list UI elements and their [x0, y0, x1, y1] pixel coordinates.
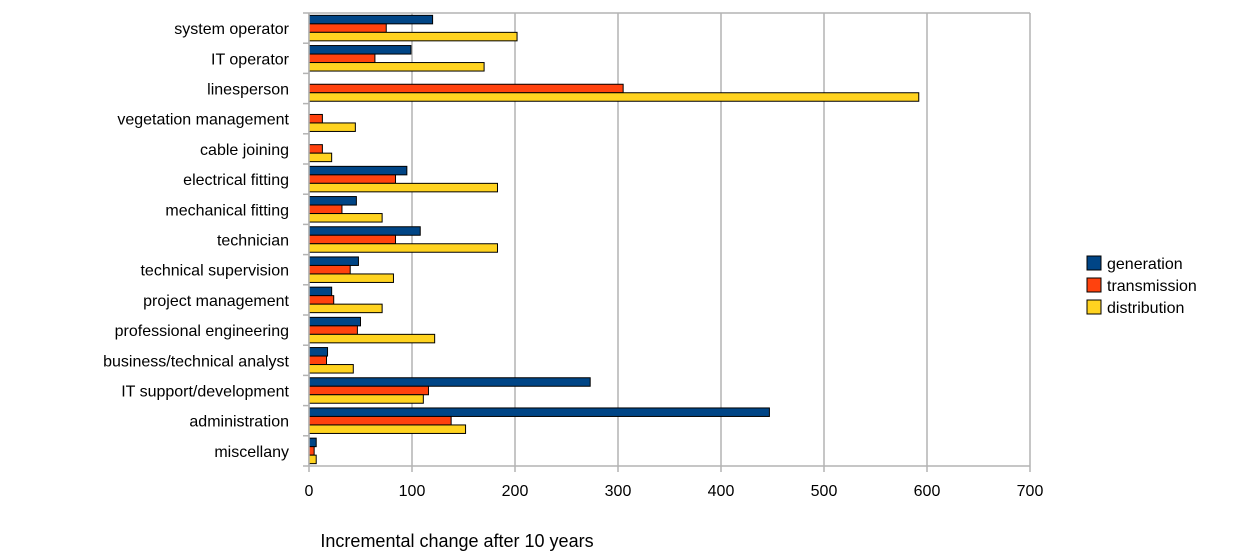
bar-distribution-system-operator: [308, 31, 518, 42]
legend-label-transmission: transmission: [1107, 278, 1197, 295]
bar-distribution-professional-engineering: [308, 333, 436, 344]
x-tick-label: 0: [305, 483, 314, 500]
bar-generation-miscellany: [308, 437, 317, 448]
bar-transmission-linesperson: [308, 83, 624, 94]
x-tick-label: 200: [502, 483, 529, 500]
bar-generation-administration: [308, 407, 770, 417]
bar-distribution-technician: [308, 243, 498, 253]
bar-generation-mechanical-fitting: [308, 196, 357, 206]
bar-transmission-vegetation-management: [308, 113, 323, 124]
category-label-electrical-fitting: electrical fitting: [183, 172, 289, 189]
bar-distribution-mechanical-fitting: [308, 213, 383, 223]
bar-transmission-electrical-fitting: [308, 174, 397, 184]
bar-transmission-project-management: [308, 295, 335, 305]
category-label-it-support-development: IT support/development: [121, 384, 289, 401]
bar-generation-system-operator: [308, 14, 434, 25]
bar-distribution-business-technical-analyst: [308, 364, 354, 374]
bar-generation-project-management: [308, 286, 333, 297]
bar-distribution-it-operator: [308, 62, 485, 72]
bar-transmission-technical-supervision: [308, 264, 351, 275]
x-tick-label: 700: [1017, 483, 1044, 500]
bar-distribution-linesperson: [308, 92, 920, 102]
bar-transmission-professional-engineering: [308, 325, 358, 335]
category-label-technician: technician: [217, 233, 289, 250]
bar-distribution-technical-supervision: [308, 273, 394, 283]
bar-transmission-business-technical-analyst: [308, 355, 328, 366]
bar-transmission-mechanical-fitting: [308, 204, 343, 215]
category-label-administration: administration: [189, 414, 289, 431]
bar-distribution-cable-joining: [308, 152, 333, 163]
axis-layer: 0 100 200 300 400 500 600 700: [303, 12, 1044, 500]
legend: generation transmission distribution: [1086, 255, 1197, 317]
legend-swatch-generation: [1086, 255, 1102, 271]
bar-distribution-it-support-development: [308, 394, 424, 404]
bar-transmission-miscellany: [308, 446, 315, 456]
category-label-cable-joining: cable joining: [200, 142, 289, 159]
x-axis-title: Incremental change after 10 years: [320, 531, 593, 551]
x-tick-label: 100: [399, 483, 426, 500]
category-label-project-management: project management: [143, 293, 289, 310]
bar-distribution-miscellany: [308, 454, 317, 465]
bar-generation-business-technical-analyst: [308, 347, 329, 357]
bar-generation-professional-engineering: [308, 316, 361, 327]
category-label-system-operator: system operator: [174, 21, 289, 38]
category-label-technical-supervision: technical supervision: [140, 263, 289, 280]
bar-generation-it-support-development: [308, 377, 591, 387]
bars-layer: [308, 14, 920, 465]
category-label-miscellany: miscellany: [214, 444, 289, 461]
bar-generation-technical-supervision: [308, 256, 359, 266]
bar-generation-electrical-fitting: [308, 165, 408, 176]
bar-transmission-system-operator: [308, 23, 387, 33]
bar-transmission-administration: [308, 415, 452, 426]
category-label-business-technical-analyst: business/technical analyst: [103, 353, 289, 370]
category-label-vegetation-management: vegetation management: [117, 112, 289, 129]
legend-swatch-transmission: [1086, 277, 1102, 293]
bar-distribution-vegetation-management: [308, 122, 356, 132]
bar-transmission-cable-joining: [308, 144, 323, 154]
category-label-linesperson: linesperson: [207, 82, 289, 99]
bar-generation-technician: [308, 226, 421, 236]
x-tick-label: 300: [605, 483, 632, 500]
legend-label-distribution: distribution: [1107, 300, 1184, 317]
category-label-professional-engineering: professional engineering: [115, 323, 289, 340]
bar-distribution-electrical-fitting: [308, 182, 498, 193]
legend-swatch-distribution: [1086, 299, 1102, 315]
x-tick-label: 400: [708, 483, 735, 500]
bar-transmission-it-operator: [308, 53, 376, 64]
bar-distribution-administration: [308, 424, 467, 434]
x-tick-label: 500: [811, 483, 838, 500]
legend-label-generation: generation: [1107, 256, 1183, 273]
bar-generation-it-operator: [308, 45, 412, 55]
category-label-mechanical-fitting: mechanical fitting: [165, 202, 289, 219]
bar-distribution-project-management: [308, 303, 383, 314]
x-tick-label: 600: [914, 483, 941, 500]
labels-layer: system operator IT operator linesperson veg…: [103, 21, 290, 461]
bar-transmission-technician: [308, 234, 397, 245]
bar-transmission-it-support-development: [308, 385, 429, 396]
category-label-it-operator: IT operator: [211, 51, 290, 68]
